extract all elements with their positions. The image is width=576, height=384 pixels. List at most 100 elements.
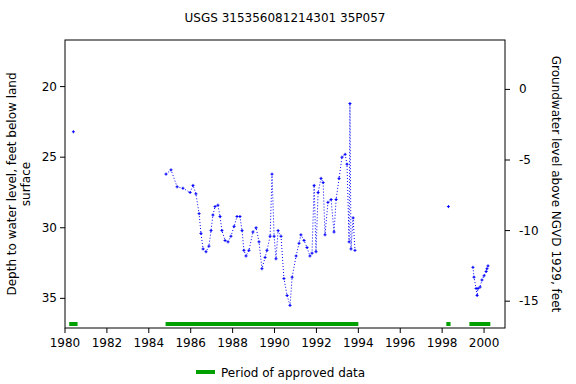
data-point: [176, 185, 179, 188]
data-point: [311, 252, 314, 255]
data-point: [220, 229, 223, 232]
data-point: [340, 156, 343, 159]
data-point: [353, 249, 356, 252]
data-point: [280, 235, 283, 238]
y2-tick-label: 0: [519, 82, 527, 96]
x-tick-label: 1982: [92, 336, 123, 350]
y2-tick-label: -15: [519, 294, 539, 308]
x-tick-label: 1986: [175, 336, 206, 350]
data-point: [194, 192, 197, 195]
y-tick: [60, 86, 65, 87]
title: USGS 315356081214301 35P057: [185, 11, 386, 25]
data-point: [483, 274, 486, 277]
y-tick: [60, 298, 65, 299]
data-point: [315, 250, 318, 253]
x-tick-label: 1990: [259, 336, 290, 350]
data-point: [214, 205, 217, 208]
data-point: [271, 173, 274, 176]
y2-tick: [505, 160, 510, 161]
data-point: [181, 187, 184, 190]
y-tick-label: 20: [42, 80, 57, 94]
data-point: [291, 276, 294, 279]
y-tick-label: 25: [42, 150, 57, 164]
data-point: [286, 294, 289, 297]
data-point: [348, 102, 351, 105]
x-tick-label: 1980: [50, 336, 81, 350]
plot-frame: [65, 40, 505, 328]
data-point: [198, 212, 201, 215]
x-tick-label: 1988: [217, 336, 248, 350]
data-point: [205, 250, 208, 253]
data-point: [303, 239, 306, 242]
data-point: [298, 242, 301, 245]
data-point: [299, 233, 302, 236]
data-point: [273, 235, 276, 238]
y2-tick-label: -5: [519, 153, 531, 167]
data-point: [326, 201, 329, 204]
data-point: [485, 267, 488, 270]
x-tick: [232, 328, 233, 333]
data-point: [330, 198, 333, 201]
data-point: [313, 184, 316, 187]
data-point: [236, 215, 239, 218]
x-tick: [400, 328, 401, 333]
y2-axis-label: Groundwater level above NGVD 1929, feet: [549, 56, 563, 313]
data-point: [72, 130, 75, 133]
legend-swatch: [196, 370, 215, 374]
approved-period: [469, 322, 490, 326]
data-point: [324, 233, 327, 236]
data-point: [207, 245, 210, 248]
data-point: [245, 255, 248, 258]
data-point: [189, 191, 192, 194]
data-point: [472, 276, 475, 279]
data-point: [199, 232, 202, 235]
x-tick: [358, 328, 359, 333]
y-axis-label: surface: [19, 162, 33, 206]
data-point: [202, 247, 205, 250]
x-tick-label: 2000: [469, 336, 500, 350]
data-point: [487, 264, 490, 267]
x-tick-label: 1996: [385, 336, 416, 350]
data-point: [210, 229, 213, 232]
data-point: [241, 229, 244, 232]
x-tick: [274, 328, 275, 333]
legend-label: Period of approved data: [221, 366, 365, 380]
data-point: [260, 267, 263, 270]
data-point: [164, 173, 167, 176]
data-point: [170, 168, 173, 171]
y-tick: [60, 157, 65, 158]
data-point: [216, 204, 219, 207]
data-point: [322, 181, 325, 184]
y-axis-label: Depth to water level, feet below land: [5, 72, 19, 295]
x-tick: [316, 328, 317, 333]
data-point: [338, 177, 341, 180]
data-point: [335, 198, 338, 201]
y-tick-label: 35: [42, 291, 57, 305]
data-point: [229, 235, 232, 238]
data-point: [320, 177, 323, 180]
approved-period: [446, 322, 450, 326]
data-point: [447, 205, 450, 208]
data-point: [264, 256, 267, 259]
data-point: [192, 184, 195, 187]
x-tick: [148, 328, 149, 333]
data-point: [211, 214, 214, 217]
data-point: [277, 229, 280, 232]
data-point: [344, 153, 347, 156]
plot-area: [69, 102, 490, 326]
data-point: [306, 246, 309, 249]
data-point: [346, 163, 349, 166]
data-point: [308, 255, 311, 258]
data-point: [242, 249, 245, 252]
data-point: [247, 249, 250, 252]
y2-tick: [505, 301, 510, 302]
data-point: [480, 279, 483, 282]
chart: USGS 315356081214301 35P0571980198219841…: [0, 0, 576, 384]
data-point: [255, 226, 258, 229]
y-tick-label: 30: [42, 221, 57, 235]
data-point: [282, 277, 285, 280]
data-point: [265, 249, 268, 252]
series-line: [166, 104, 488, 306]
data-point: [333, 231, 336, 234]
data-point: [289, 304, 292, 307]
